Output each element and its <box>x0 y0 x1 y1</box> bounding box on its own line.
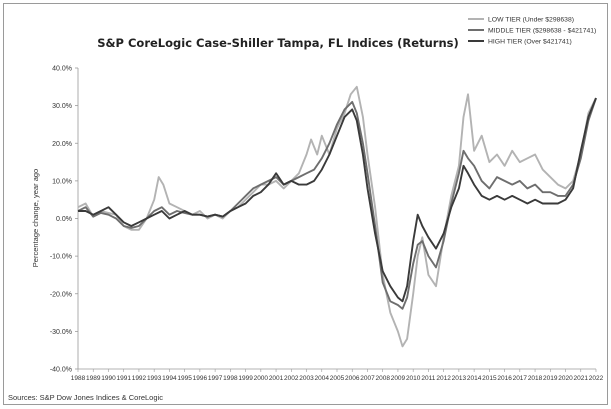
y-tick-label: -40.0% <box>50 367 72 374</box>
x-tick-label: 1999 <box>238 375 253 382</box>
x-tick-label: 1992 <box>132 375 147 382</box>
y-tick-label: 0.0% <box>56 216 72 223</box>
y-tick-label: -20.0% <box>50 291 72 298</box>
x-tick-label: 2002 <box>284 375 299 382</box>
x-tick-label: 1994 <box>162 375 177 382</box>
x-tick-label: 2019 <box>543 375 558 382</box>
x-tick-label: 2007 <box>360 375 375 382</box>
x-tick-label: 2008 <box>375 375 390 382</box>
y-tick-label: 20.0% <box>52 141 72 148</box>
y-tick-label: -30.0% <box>50 329 72 336</box>
x-tick-label: 2009 <box>391 375 406 382</box>
x-tick-label: 1995 <box>177 375 192 382</box>
x-tick-label: 2000 <box>254 375 269 382</box>
x-tick-label: 2016 <box>497 375 512 382</box>
x-tick-label: 2011 <box>421 375 435 382</box>
x-tick-label: 1993 <box>147 375 162 382</box>
legend-label-3: HIGH TIER (Over $421741) <box>488 39 572 46</box>
series-line-2 <box>77 97 597 310</box>
x-tick-label: 2003 <box>299 375 314 382</box>
x-tick-label: 1998 <box>223 375 238 382</box>
x-tick-label: 2020 <box>558 375 573 382</box>
series-line-1 <box>77 85 597 348</box>
source-note: Sources: S&P Dow Jones Indices & CoreLog… <box>8 393 163 402</box>
x-tick-label: 2012 <box>436 375 451 382</box>
legend-label-1: LOW TIER (Under $298638) <box>488 17 574 24</box>
x-tick-label: 2006 <box>345 375 360 382</box>
y-axis: 40.0% 30.0% 20.0% 10.0% 0.0% -10.0% -20.0% -30.… <box>50 66 78 374</box>
x-tick-label: 2001 <box>269 375 284 382</box>
x-tick-label: 2010 <box>406 375 421 382</box>
legend: LOW TIER (Under $298638) MIDDLE TIER ($29… <box>468 17 596 46</box>
x-tick-label: 1989 <box>86 375 101 382</box>
chart-title: S&P CoreLogic Case-Shiller Tampa, FL Ind… <box>97 36 458 50</box>
outer-border <box>3 3 608 405</box>
x-tick-label: 2018 <box>528 375 543 382</box>
x-tick-label: 1996 <box>193 375 208 382</box>
x-tick-label: 2014 <box>467 375 482 382</box>
x-axis: 1988 1989 1990 1991 1992 1993 1994 1995 1996 1997… <box>71 369 604 382</box>
x-tick-label: 2005 <box>330 375 345 382</box>
x-tick-label: 1988 <box>71 375 86 382</box>
series-group <box>77 85 597 348</box>
y-tick-label: 30.0% <box>52 103 72 110</box>
x-tick-label: 2021 <box>574 375 589 382</box>
x-tick-label: 2004 <box>315 375 330 382</box>
y-axis-title: Percentage change, year ago <box>31 169 40 267</box>
x-tick-label: 2015 <box>482 375 497 382</box>
x-tick-label: 2022 <box>589 375 604 382</box>
legend-label-2: MIDDLE TIER ($298638 - $421741) <box>488 28 596 35</box>
x-tick-label: 1990 <box>101 375 116 382</box>
y-tick-label: 40.0% <box>52 66 72 73</box>
y-tick-label: 10.0% <box>52 178 72 185</box>
series-line-3 <box>78 97 597 303</box>
x-tick-label: 1991 <box>116 375 131 382</box>
x-tick-label: 1997 <box>208 375 223 382</box>
x-tick-label: 2013 <box>452 375 467 382</box>
y-tick-label: -10.0% <box>50 254 72 261</box>
x-tick-label: 2017 <box>513 375 528 382</box>
